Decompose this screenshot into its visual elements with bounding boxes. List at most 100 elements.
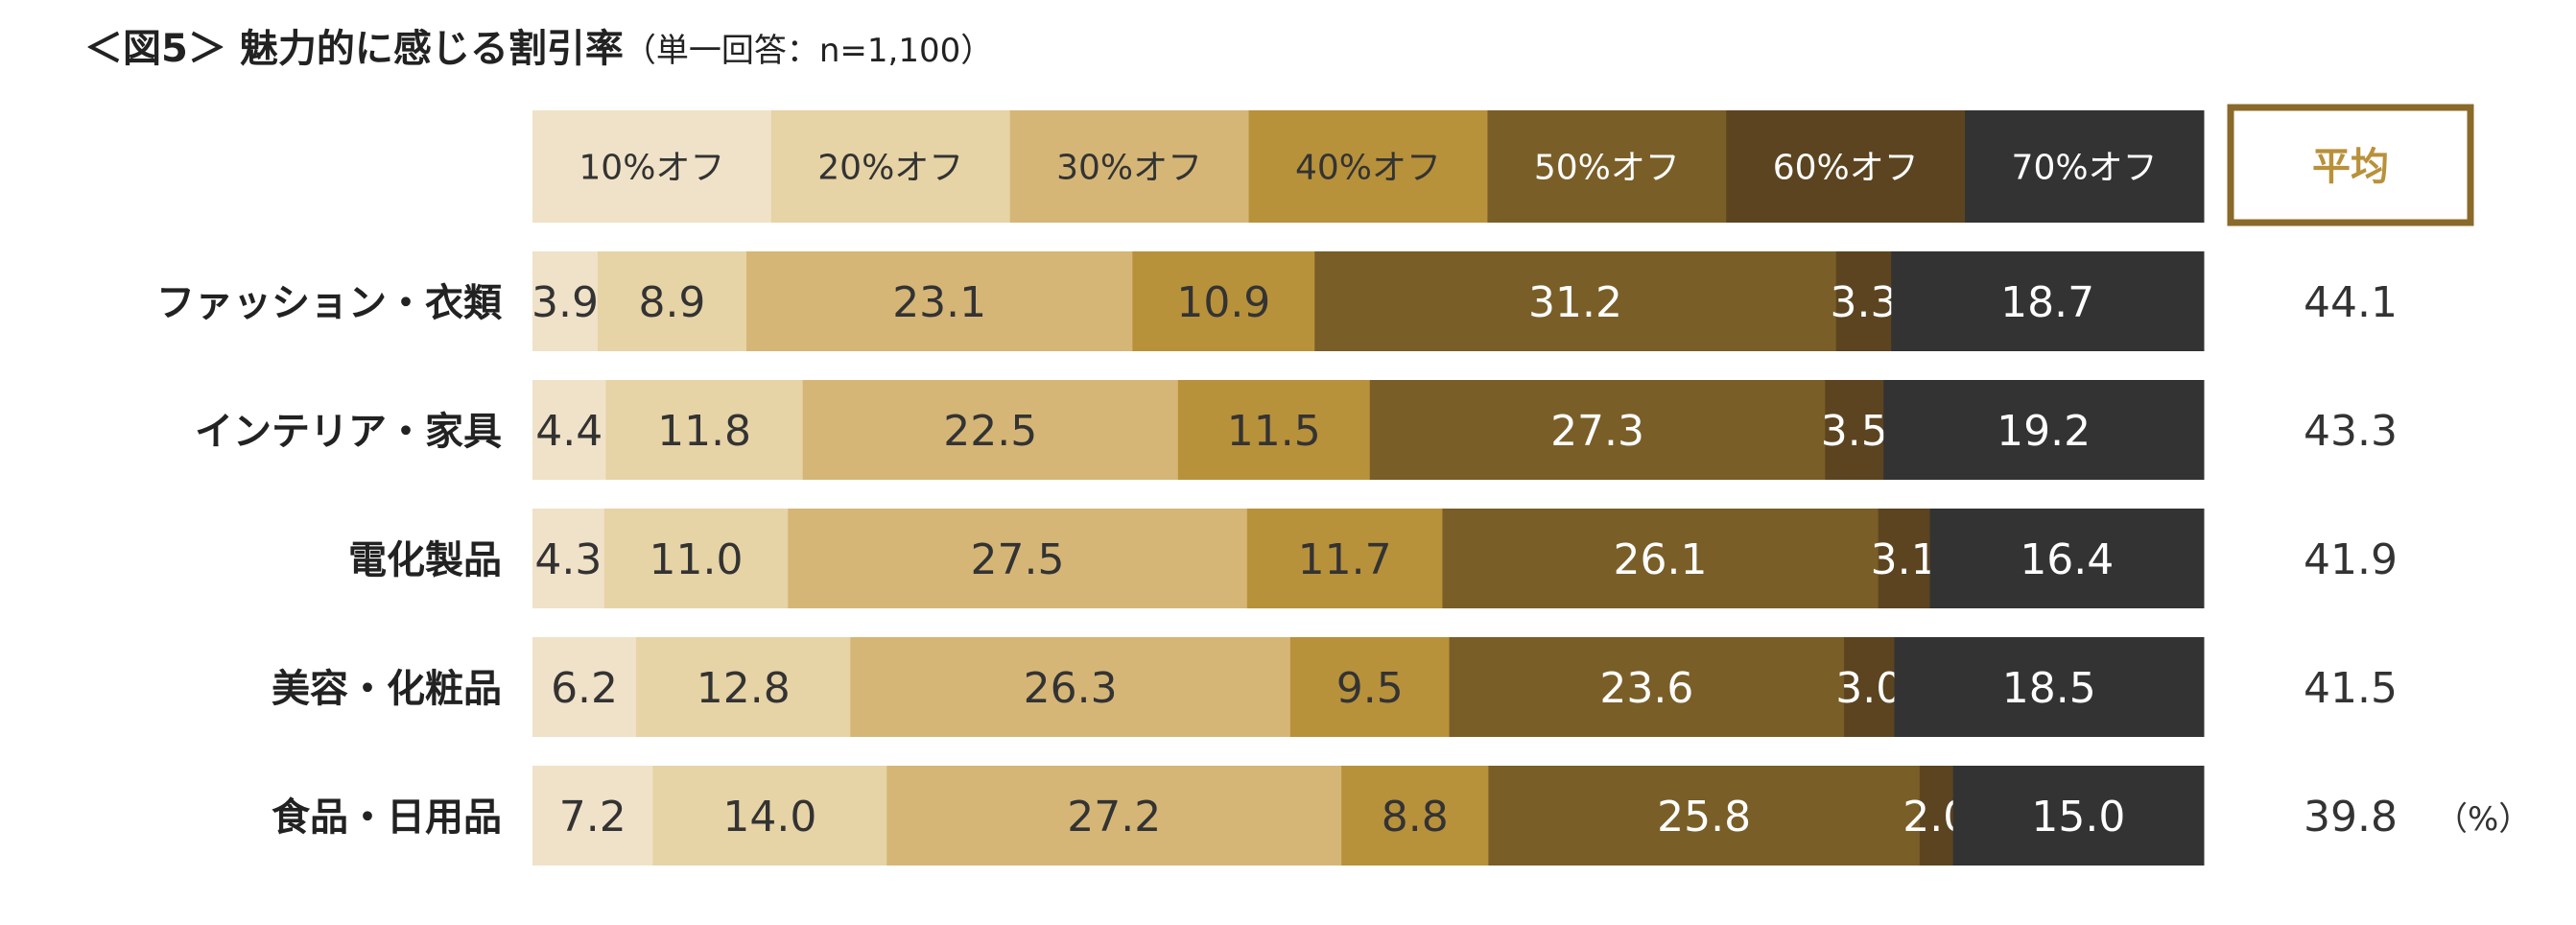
bar-segment [1844,637,1895,737]
bar-segment [886,766,1342,866]
data-label: 3.9 [532,278,599,327]
bar-segment [1929,509,2205,608]
category-label: ファッション・衣類 [156,281,503,325]
bar-segment [850,637,1291,737]
average-header-label: 平均 [2312,145,2389,189]
chart-title-text: 魅力的に感じる割引率 [240,27,624,71]
data-label: 9.5 [1336,664,1404,713]
bar-segment [1919,766,1954,866]
bar-segment [1341,766,1489,866]
legend-label-3: 30%オフ [1056,149,1202,188]
legend-swatch-1 [532,110,772,223]
data-label: 27.3 [1550,407,1644,456]
data-label: 7.2 [559,793,626,842]
data-label: 3.0 [1835,664,1902,713]
bar-segment [532,637,637,737]
data-label: 18.7 [2000,278,2094,327]
legend-swatch-4 [1248,110,1488,223]
data-label: 26.1 [1614,535,1708,584]
legend-swatch-2 [770,110,1011,223]
data-label: 14.0 [722,793,816,842]
bar-segment [1246,509,1443,608]
data-label: 8.8 [1382,793,1449,842]
bar-segment [1488,766,1921,866]
bar-segment [532,380,606,480]
legend-swatch-5 [1487,110,1727,223]
bar-segment [802,380,1179,480]
data-label: 12.8 [697,664,791,713]
legend-label-1: 10%オフ [579,149,724,188]
data-label: 23.6 [1599,664,1693,713]
bar-segment [652,766,887,866]
data-label: 27.5 [971,535,1065,584]
bar-segment [605,380,804,480]
data-label: 15.0 [2031,793,2125,842]
data-label: 16.4 [2020,535,2114,584]
data-label: 8.9 [638,278,705,327]
bar-segment [532,766,653,866]
category-label: 食品・日用品 [272,795,502,840]
figure-number: ＜図5＞ [84,27,226,71]
average-header: 平均 [2227,104,2474,226]
legend-label-2: 20%オフ [817,149,963,188]
bar-segment [1289,637,1451,737]
average-value: 39.8 [2304,793,2398,842]
average-value: 41.9 [2304,535,2398,584]
average-header-box [2227,104,2474,226]
data-label: 11.8 [657,407,751,456]
bar-segment [1878,509,1931,608]
legend: 10%オフ 20%オフ 30%オフ 40%オフ 50%オフ 60%オフ 70%オフ [532,110,2205,223]
chart-title: ＜図5＞ 魅力的に感じる割引率（単一回答：n=1,100） [84,27,993,71]
legend-swatch-7 [1965,110,2205,223]
data-label: 11.5 [1227,407,1321,456]
data-label: 31.2 [1528,278,1622,327]
bar-segment [636,637,851,737]
bar-rows: ファッション・衣類 3.9 8.9 23.1 10.9 31.2 3.3 18.7 インテリア・… [156,251,2205,866]
bar-segment [1883,380,2205,480]
bar-segment [745,251,1133,351]
average-value: 41.5 [2304,664,2398,713]
category-label: 電化製品 [348,538,502,582]
average-value: 43.3 [2304,407,2398,456]
bar-segment [1369,380,1826,480]
data-label: 6.2 [551,664,618,713]
bar-segment [603,509,789,608]
bar-segment [1825,380,1884,480]
category-label: インテリア・家具 [195,410,502,454]
data-label: 19.2 [1997,407,2091,456]
bar-segment [1891,251,2205,351]
data-label: 11.7 [1298,535,1392,584]
bar-segment [597,251,747,351]
bar-segment [1835,251,1892,351]
data-label: 10.9 [1176,278,1270,327]
data-label: 27.2 [1067,793,1161,842]
category-label: 美容・化粧品 [272,667,502,711]
bar-segment [788,509,1248,608]
bar-segment [1314,251,1837,351]
legend-swatch-6 [1726,110,1966,223]
data-label: 26.3 [1024,664,1118,713]
data-label: 18.5 [2002,664,2096,713]
legend-label-7: 70%オフ [2012,149,2158,188]
data-label: 25.8 [1657,793,1751,842]
data-label: 3.5 [1821,407,1888,456]
average-value: 44.1 [2304,278,2398,327]
bar-segment [1894,637,2205,737]
legend-label-5: 50%オフ [1534,149,1680,188]
data-label: 23.1 [892,278,986,327]
bar-segment [532,509,605,608]
data-label: 3.3 [1831,278,1898,327]
bar-segment [1449,637,1845,737]
legend-label-6: 60%オフ [1773,149,1919,188]
bar-segment [1177,380,1371,480]
bar-segment [1442,509,1879,608]
data-label: 22.5 [943,407,1037,456]
data-label: 11.0 [650,535,744,584]
average-values: 44.1 43.3 41.9 41.5 39.8 [2304,278,2398,842]
bar-segment [1952,766,2205,866]
legend-label-4: 40%オフ [1295,149,1441,188]
bar-segment [1132,251,1315,351]
data-label: 3.1 [1871,535,1938,584]
chart-subtitle: （単一回答：n=1,100） [624,32,993,70]
